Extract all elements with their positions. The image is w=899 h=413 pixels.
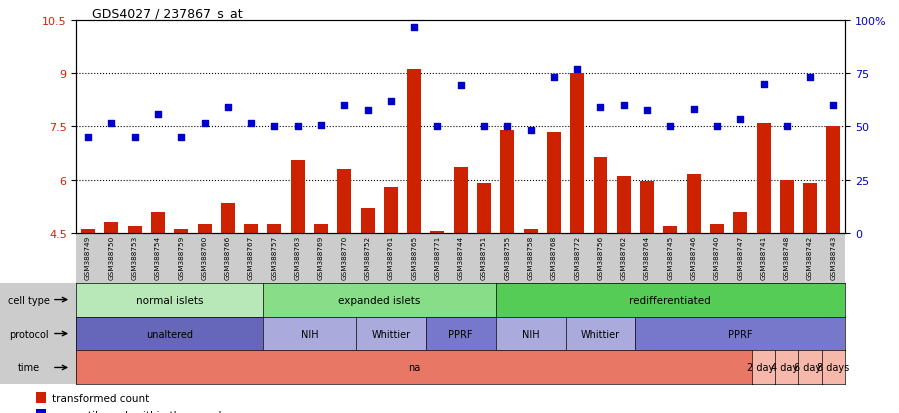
- Text: expanded islets: expanded islets: [338, 295, 421, 305]
- Bar: [151, 212, 165, 233]
- Text: 8 days: 8 days: [817, 363, 850, 373]
- Point: [547, 74, 561, 81]
- Text: transformed count: transformed count: [52, 393, 149, 403]
- Bar: [710, 225, 724, 233]
- Text: unaltered: unaltered: [146, 329, 193, 339]
- Point: [360, 108, 375, 114]
- Text: GDS4027 / 237867_s_at: GDS4027 / 237867_s_at: [92, 7, 243, 19]
- Point: [779, 124, 794, 131]
- Point: [826, 102, 841, 109]
- Text: Whittier: Whittier: [371, 329, 411, 339]
- Point: [476, 124, 491, 131]
- Bar: [174, 230, 188, 233]
- Point: [733, 116, 747, 123]
- Point: [314, 122, 328, 128]
- Point: [687, 106, 701, 113]
- Point: [431, 124, 445, 131]
- Bar: [454, 168, 467, 233]
- Bar: [36, 409, 46, 413]
- Text: normal islets: normal islets: [136, 295, 203, 305]
- Bar: [779, 180, 794, 233]
- Bar: [104, 223, 119, 233]
- Bar: [36, 392, 46, 404]
- Bar: [734, 212, 747, 233]
- Point: [407, 24, 422, 31]
- Bar: [314, 225, 328, 233]
- Bar: [81, 230, 95, 233]
- Text: time: time: [18, 363, 40, 373]
- Bar: [431, 232, 444, 233]
- Point: [384, 99, 398, 105]
- Point: [756, 81, 770, 88]
- Point: [523, 127, 538, 134]
- Text: protocol: protocol: [9, 329, 49, 339]
- Bar: [384, 187, 398, 233]
- Text: redifferentiated: redifferentiated: [629, 295, 711, 305]
- Bar: [617, 177, 631, 233]
- Bar: [360, 209, 375, 233]
- Text: cell type: cell type: [8, 295, 50, 305]
- Text: Whittier: Whittier: [581, 329, 620, 339]
- Bar: [803, 184, 817, 233]
- Point: [128, 134, 142, 141]
- Text: na: na: [408, 363, 420, 373]
- Point: [593, 104, 608, 111]
- Text: 2 days: 2 days: [747, 363, 779, 373]
- Bar: [547, 132, 561, 233]
- Point: [617, 102, 631, 109]
- Bar: [245, 225, 258, 233]
- Text: PPRF: PPRF: [728, 329, 752, 339]
- Point: [570, 67, 584, 74]
- Text: NIH: NIH: [521, 329, 539, 339]
- Point: [803, 74, 817, 81]
- Point: [290, 124, 305, 131]
- Bar: [826, 127, 841, 233]
- Bar: [221, 203, 235, 233]
- Bar: [128, 226, 142, 233]
- Bar: [687, 175, 700, 233]
- Point: [220, 104, 235, 111]
- Bar: [477, 184, 491, 233]
- Text: NIH: NIH: [300, 329, 318, 339]
- Bar: [570, 74, 584, 233]
- Bar: [337, 169, 352, 233]
- Bar: [640, 182, 654, 233]
- Point: [174, 134, 189, 141]
- Point: [267, 124, 281, 131]
- Text: 6 days: 6 days: [794, 363, 826, 373]
- Point: [500, 124, 514, 131]
- Point: [198, 120, 212, 127]
- Point: [453, 83, 467, 90]
- Point: [104, 120, 119, 127]
- Text: 4 days: 4 days: [770, 363, 803, 373]
- Bar: [198, 225, 211, 233]
- Bar: [593, 157, 608, 233]
- Text: percentile rank within the sample: percentile rank within the sample: [52, 410, 227, 413]
- Text: PPRF: PPRF: [449, 329, 473, 339]
- Point: [151, 111, 165, 118]
- Bar: [501, 131, 514, 233]
- Point: [663, 124, 678, 131]
- Bar: [407, 70, 421, 233]
- Point: [710, 124, 725, 131]
- Point: [337, 102, 352, 109]
- Point: [640, 108, 654, 114]
- Point: [81, 134, 95, 141]
- Bar: [757, 123, 770, 233]
- Point: [244, 120, 258, 127]
- Bar: [267, 225, 281, 233]
- Bar: [290, 161, 305, 233]
- Bar: [663, 226, 677, 233]
- Bar: [523, 230, 538, 233]
